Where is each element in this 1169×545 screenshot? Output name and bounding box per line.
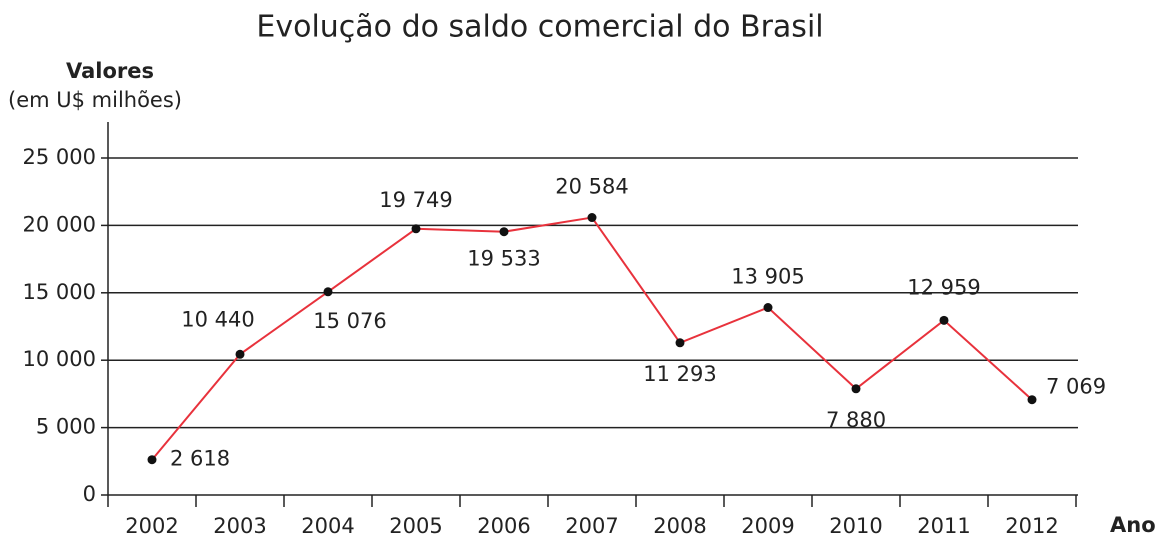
data-label: 13 905 bbox=[731, 265, 804, 289]
y-tick-label: 10 000 bbox=[23, 347, 96, 371]
x-tick-label: 2006 bbox=[477, 514, 530, 538]
x-tick-label: 2002 bbox=[125, 514, 178, 538]
data-line bbox=[151, 216, 1033, 461]
data-label: 11 293 bbox=[643, 362, 716, 386]
data-label: 15 076 bbox=[313, 309, 386, 333]
x-tick-label: 2005 bbox=[389, 514, 442, 538]
y-tick-label: 20 000 bbox=[23, 212, 96, 236]
data-label: 20 584 bbox=[555, 175, 628, 199]
y-tick-label: 0 bbox=[83, 482, 96, 506]
data-point bbox=[411, 224, 421, 234]
x-tick-label: 2011 bbox=[917, 514, 970, 538]
data-label: 7 880 bbox=[826, 408, 886, 432]
data-label: 2 618 bbox=[170, 447, 230, 471]
data-label: 12 959 bbox=[907, 275, 980, 299]
x-tick-label: 2010 bbox=[829, 514, 882, 538]
y-tick-label: 5 000 bbox=[36, 415, 96, 439]
data-point bbox=[939, 315, 949, 325]
x-tick-label: 2008 bbox=[653, 514, 706, 538]
data-point bbox=[675, 338, 685, 348]
chart-title: Evolução do saldo comercial do Brasil bbox=[256, 10, 823, 45]
data-point bbox=[1027, 395, 1037, 405]
data-point bbox=[851, 384, 861, 394]
x-axis-label: Ano bbox=[1110, 513, 1156, 537]
data-point bbox=[763, 303, 773, 313]
x-tick-label: 2012 bbox=[1005, 514, 1058, 538]
y-tick-label: 25 000 bbox=[23, 145, 96, 169]
x-tick-label: 2003 bbox=[213, 514, 266, 538]
data-point bbox=[499, 227, 509, 237]
data-point bbox=[587, 213, 597, 223]
y-axis-sublabel: (em U$ milhões) bbox=[8, 88, 182, 112]
x-tick-label: 2004 bbox=[301, 514, 354, 538]
data-point bbox=[323, 287, 333, 297]
data-label: 7 069 bbox=[1046, 375, 1106, 399]
x-tick-label: 2007 bbox=[565, 514, 618, 538]
x-tick-label: 2009 bbox=[741, 514, 794, 538]
y-axis-label: Valores bbox=[66, 59, 154, 83]
data-point bbox=[235, 349, 245, 359]
data-point bbox=[147, 455, 157, 465]
data-label: 19 749 bbox=[379, 188, 452, 212]
data-label: 19 533 bbox=[467, 247, 540, 271]
data-label: 10 440 bbox=[181, 307, 254, 331]
y-tick-label: 15 000 bbox=[23, 280, 96, 304]
